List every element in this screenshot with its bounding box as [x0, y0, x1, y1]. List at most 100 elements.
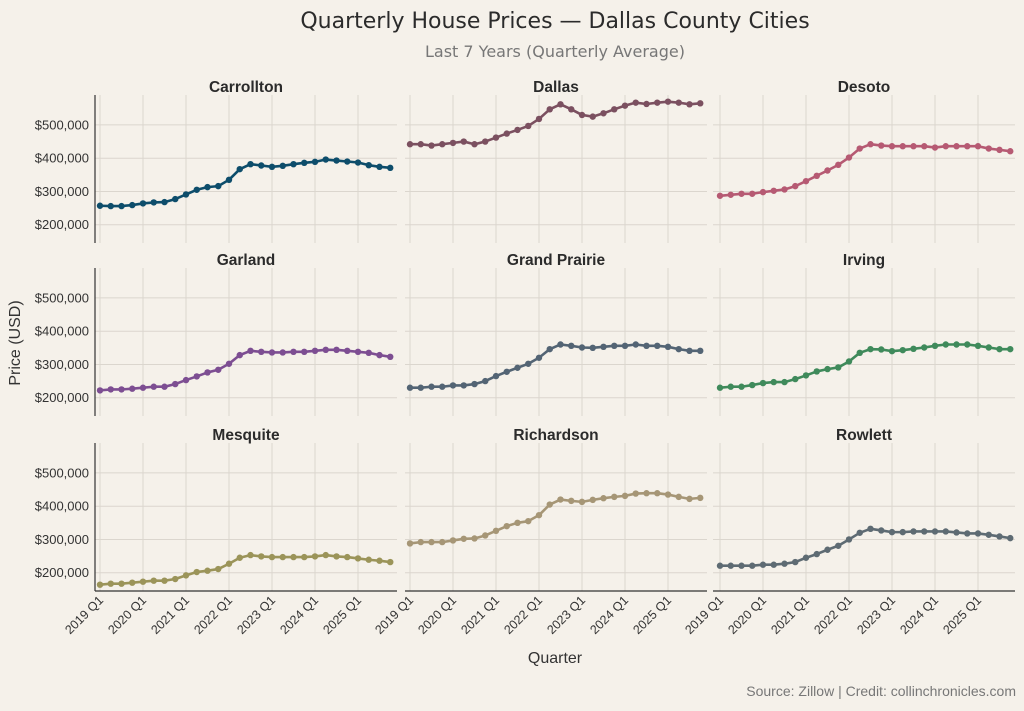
data-point	[643, 490, 650, 497]
data-point	[749, 562, 756, 569]
data-point	[654, 342, 661, 350]
data-point	[247, 160, 254, 168]
data-point	[727, 562, 734, 569]
data-point	[118, 580, 125, 587]
data-point	[503, 130, 510, 137]
data-point	[964, 341, 971, 348]
data-point	[716, 562, 724, 569]
series-line	[99, 348, 391, 392]
facet-panel: 2019 Q1 2020 Q1 2021 Q1 2022 Q1 2023 Q1 2024 …	[372, 427, 707, 637]
data-point	[161, 383, 168, 390]
data-point	[439, 141, 446, 148]
data-point	[899, 143, 906, 150]
data-point	[813, 172, 820, 180]
panel-title: Dallas	[533, 79, 579, 96]
data-point	[406, 141, 414, 148]
data-point	[856, 349, 863, 357]
data-point	[236, 554, 243, 561]
data-point	[770, 187, 777, 194]
y-tick-label: $500,000	[35, 465, 89, 480]
data-point	[738, 383, 745, 390]
x-tick-label: 2019 Q1	[62, 593, 106, 637]
data-point	[258, 348, 265, 356]
series-line	[410, 100, 701, 147]
data-point	[236, 165, 243, 173]
data-point	[568, 342, 575, 350]
data-point	[632, 490, 639, 497]
data-point	[899, 528, 906, 536]
data-point	[802, 177, 810, 185]
series-line	[409, 491, 701, 545]
data-point	[449, 537, 457, 544]
y-tick-label: $300,000	[35, 184, 89, 199]
data-point	[546, 345, 553, 353]
data-point	[578, 498, 586, 506]
data-point	[600, 495, 607, 502]
facet-panel: Dallas	[405, 79, 707, 243]
data-point	[716, 384, 724, 391]
data-point	[182, 572, 190, 579]
data-point	[344, 158, 351, 165]
data-point	[910, 345, 917, 353]
series-line	[99, 553, 391, 586]
data-point	[322, 551, 329, 559]
data-point	[942, 341, 949, 348]
y-tick-label: $500,000	[35, 117, 89, 132]
x-axis-label: Quarter	[528, 650, 583, 667]
data-point	[482, 377, 489, 385]
data-point	[247, 347, 254, 355]
data-point	[611, 106, 618, 113]
data-point	[578, 111, 586, 119]
data-point	[557, 496, 564, 503]
x-tick-label: 2020 Q1	[105, 593, 149, 637]
data-point	[139, 578, 147, 585]
data-point	[664, 343, 672, 351]
x-tick-label: 2020 Q1	[725, 593, 769, 637]
data-point	[150, 199, 157, 206]
data-point	[387, 353, 394, 360]
x-tick-label: 2019 Q1	[372, 593, 416, 637]
data-point	[118, 202, 125, 210]
data-point	[417, 538, 424, 546]
data-point	[792, 558, 799, 566]
panel-title: Richardson	[513, 427, 598, 444]
data-point	[311, 158, 319, 166]
chart-title: Quarterly House Prices — Dallas County C…	[300, 9, 809, 34]
data-point	[471, 535, 478, 542]
data-point	[675, 345, 682, 353]
facet-panels: $200,000 $300,000 $400,000 $500,000 Carrollt…	[35, 79, 1015, 637]
data-point	[974, 143, 982, 150]
data-point	[268, 553, 276, 561]
x-tick-label: 2023 Q1	[854, 593, 898, 637]
data-point	[161, 198, 168, 206]
data-point	[417, 384, 424, 391]
data-point	[697, 347, 704, 355]
data-point	[835, 161, 842, 169]
data-point	[759, 188, 767, 196]
x-tick-label: 2025 Q1	[940, 593, 984, 637]
data-point	[215, 366, 222, 373]
data-point	[845, 358, 853, 365]
data-point	[964, 143, 971, 150]
data-point	[503, 368, 510, 375]
data-point	[460, 535, 467, 542]
x-tick-label: 2021 Q1	[458, 593, 502, 637]
data-point	[964, 530, 971, 537]
data-point	[225, 560, 233, 567]
x-tick-label: 2020 Q1	[415, 593, 459, 637]
data-point	[301, 348, 308, 356]
data-point	[290, 160, 297, 168]
data-point	[557, 341, 564, 348]
data-point	[129, 579, 136, 586]
data-point	[632, 341, 639, 348]
data-point	[503, 522, 510, 530]
data-point	[589, 113, 596, 120]
data-point	[290, 348, 297, 356]
data-point	[921, 528, 928, 535]
data-point	[525, 122, 532, 130]
data-point	[247, 551, 254, 559]
data-point	[471, 141, 478, 148]
data-point	[749, 381, 756, 389]
data-point	[268, 163, 276, 171]
data-point	[301, 159, 308, 167]
